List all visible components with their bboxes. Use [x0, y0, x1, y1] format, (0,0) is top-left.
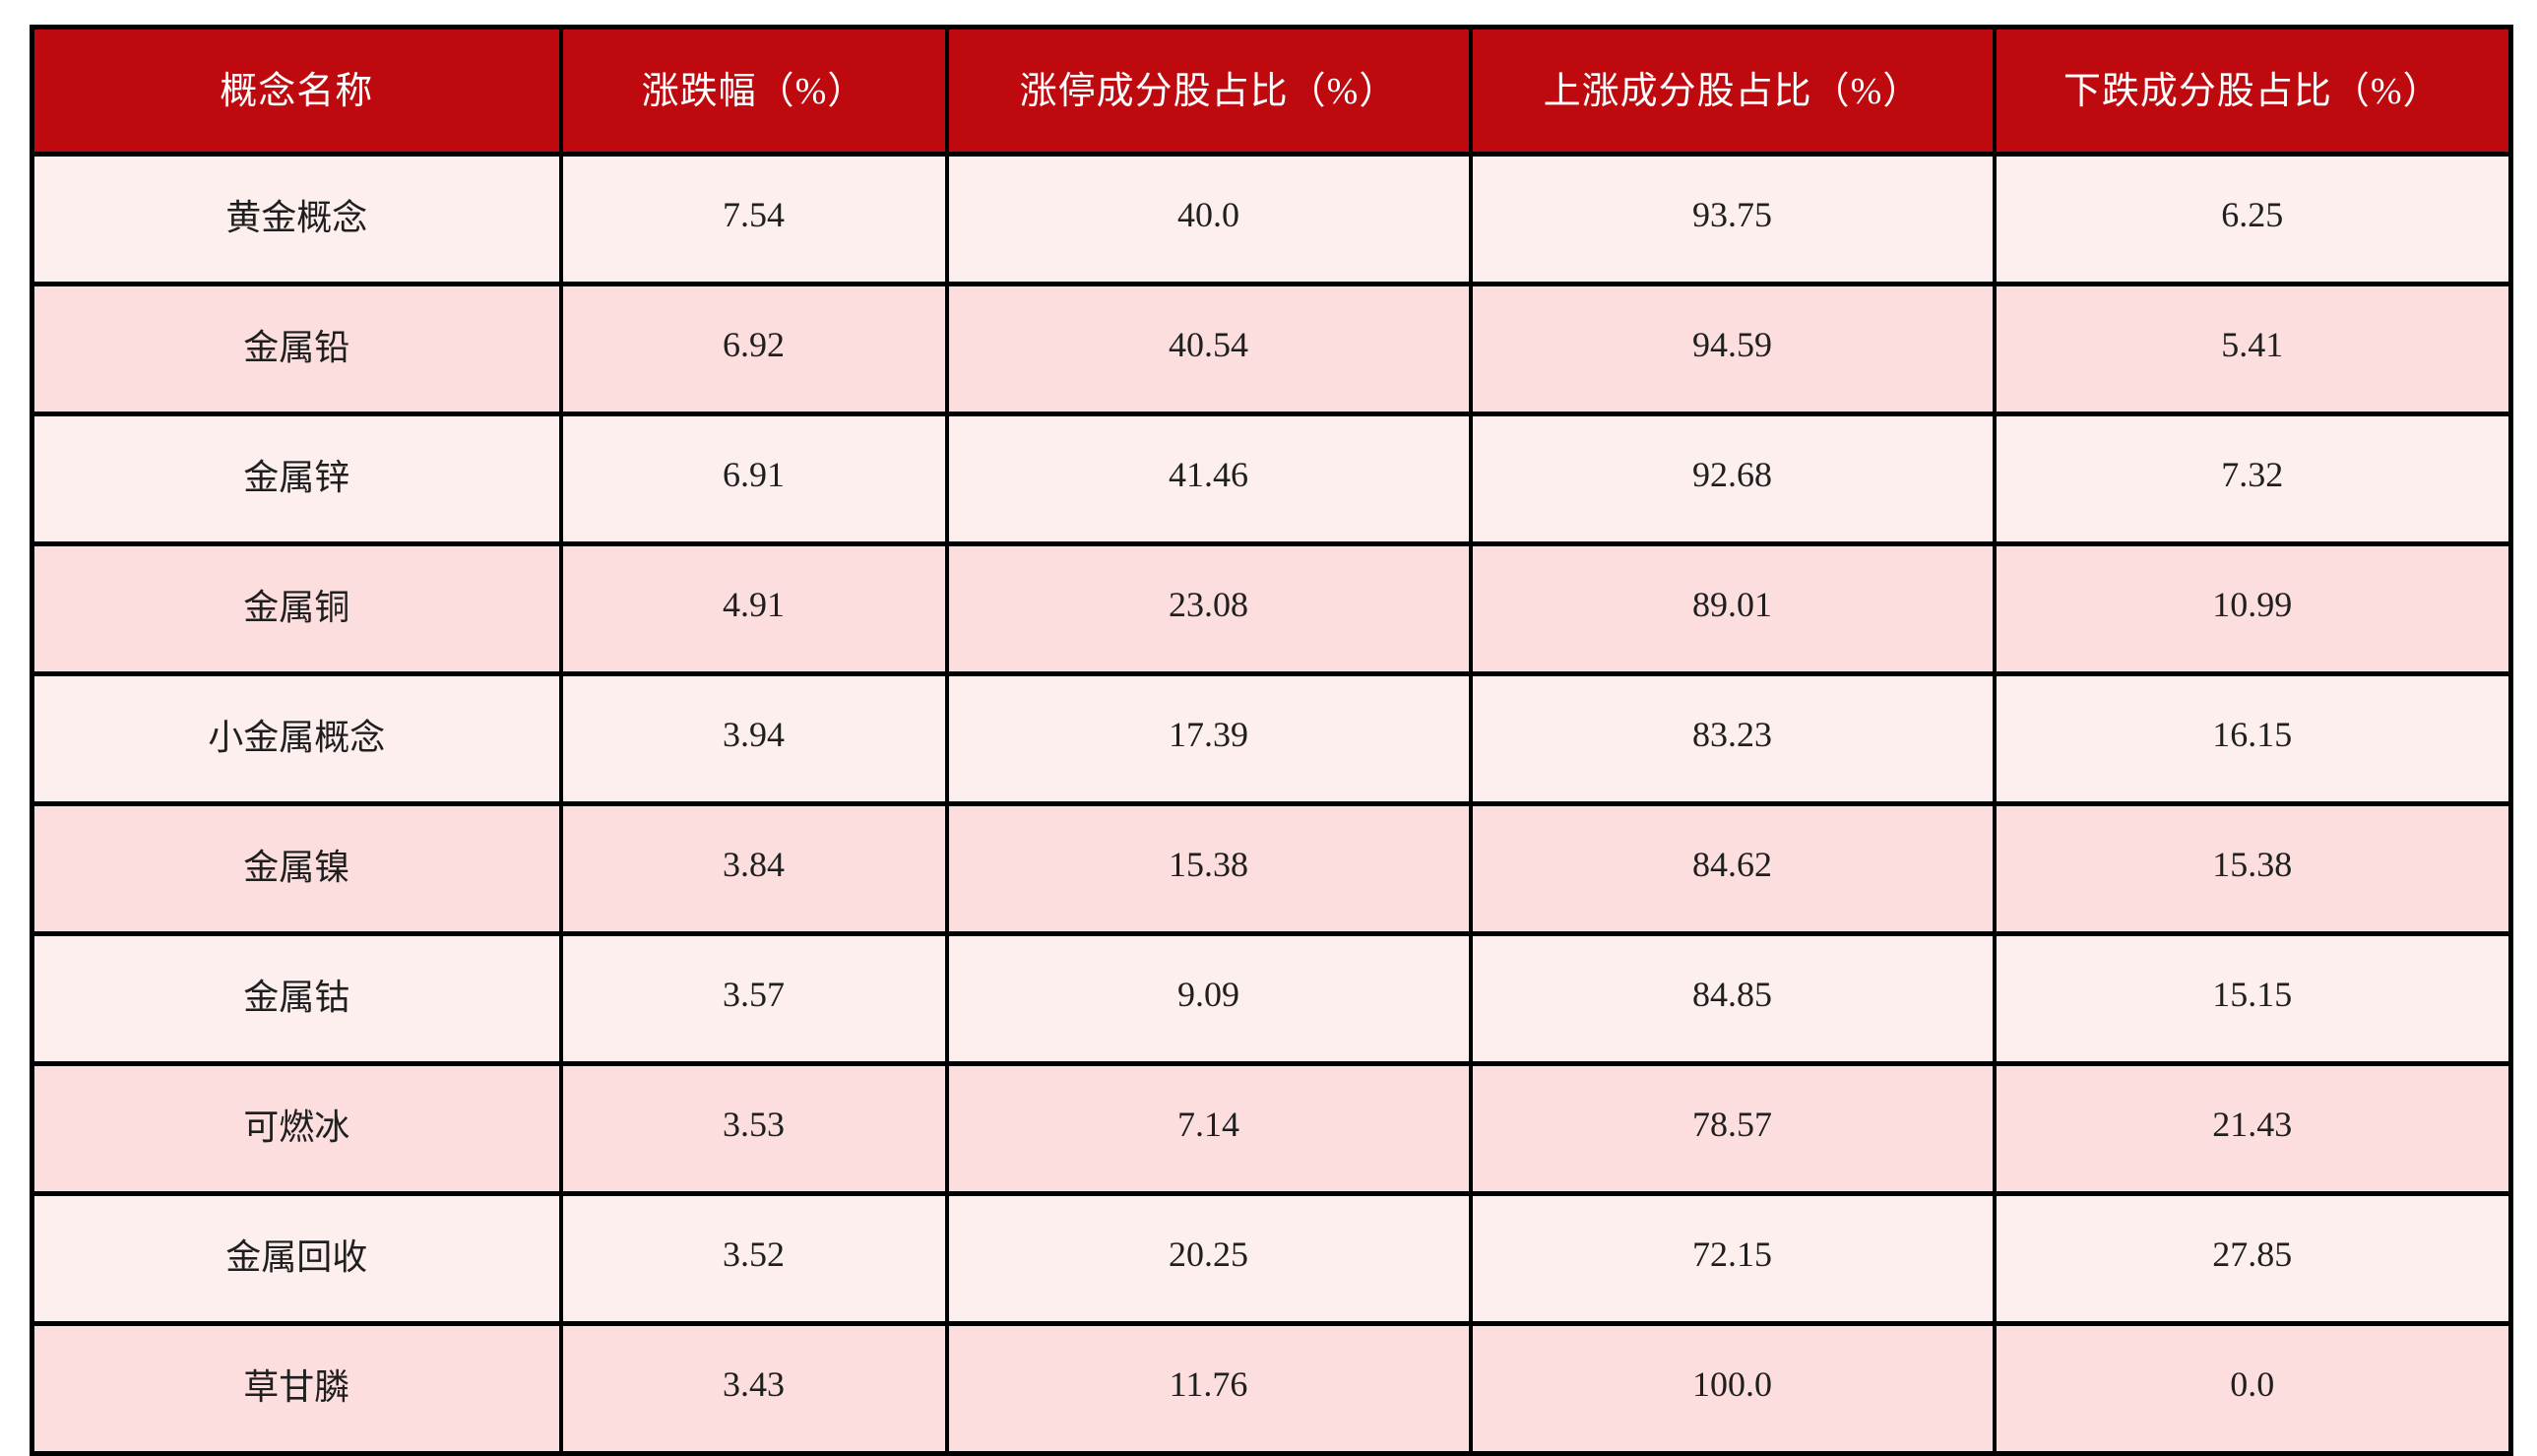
- limit-up-ratio-cell: 23.08: [944, 541, 1473, 676]
- change-pct-cell: 6.91: [558, 411, 949, 546]
- rising-ratio-cell: 84.85: [1468, 931, 1997, 1066]
- limit-up-ratio-cell: 7.14: [944, 1061, 1473, 1196]
- falling-ratio-cell: 7.32: [1992, 411, 2513, 546]
- table-header-row: 概念名称 涨跌幅（%） 涨停成分股占比（%） 上涨成分股占比（%） 下跌成分股占比（%）: [30, 25, 2513, 157]
- falling-ratio-cell: 21.43: [1992, 1061, 2513, 1196]
- header-cell-change-pct: 涨跌幅（%）: [558, 25, 949, 157]
- table-row: 金属锌 6.91 41.46 92.68 7.32: [30, 411, 2513, 546]
- concept-name-cell: 黄金概念: [30, 152, 563, 286]
- change-pct-cell: 4.91: [558, 541, 949, 676]
- rising-ratio-cell: 83.23: [1468, 671, 1997, 806]
- limit-up-ratio-cell: 15.38: [944, 801, 1473, 936]
- falling-ratio-cell: 5.41: [1992, 282, 2513, 416]
- table-row: 金属铅 6.92 40.54 94.59 5.41: [30, 282, 2513, 416]
- limit-up-ratio-cell: 11.76: [944, 1321, 1473, 1456]
- table-row: 金属回收 3.52 20.25 72.15 27.85: [30, 1191, 2513, 1326]
- header-cell-rising-ratio: 上涨成分股占比（%）: [1468, 25, 1997, 157]
- table-row: 小金属概念 3.94 17.39 83.23 16.15: [30, 671, 2513, 806]
- limit-up-ratio-cell: 9.09: [944, 931, 1473, 1066]
- concept-name-cell: 金属铅: [30, 282, 563, 416]
- change-pct-cell: 3.57: [558, 931, 949, 1066]
- falling-ratio-cell: 16.15: [1992, 671, 2513, 806]
- page: 概念名称 涨跌幅（%） 涨停成分股占比（%） 上涨成分股占比（%） 下跌成分股占比（%）…: [30, 25, 2513, 1456]
- rising-ratio-cell: 92.68: [1468, 411, 1997, 546]
- header-cell-concept-name: 概念名称: [30, 25, 563, 157]
- change-pct-cell: 6.92: [558, 282, 949, 416]
- rising-ratio-cell: 89.01: [1468, 541, 1997, 676]
- limit-up-ratio-cell: 20.25: [944, 1191, 1473, 1326]
- falling-ratio-cell: 15.38: [1992, 801, 2513, 936]
- falling-ratio-cell: 6.25: [1992, 152, 2513, 286]
- table-row: 金属铜 4.91 23.08 89.01 10.99: [30, 541, 2513, 676]
- rising-ratio-cell: 100.0: [1468, 1321, 1997, 1456]
- falling-ratio-cell: 15.15: [1992, 931, 2513, 1066]
- rising-ratio-cell: 84.62: [1468, 801, 1997, 936]
- limit-up-ratio-cell: 17.39: [944, 671, 1473, 806]
- table-header: 概念名称 涨跌幅（%） 涨停成分股占比（%） 上涨成分股占比（%） 下跌成分股占比（%）: [30, 25, 2513, 157]
- rising-ratio-cell: 93.75: [1468, 152, 1997, 286]
- limit-up-ratio-cell: 41.46: [944, 411, 1473, 546]
- rising-ratio-cell: 94.59: [1468, 282, 1997, 416]
- change-pct-cell: 3.84: [558, 801, 949, 936]
- change-pct-cell: 3.53: [558, 1061, 949, 1196]
- falling-ratio-cell: 0.0: [1992, 1321, 2513, 1456]
- change-pct-cell: 3.43: [558, 1321, 949, 1456]
- limit-up-ratio-cell: 40.54: [944, 282, 1473, 416]
- table-row: 可燃冰 3.53 7.14 78.57 21.43: [30, 1061, 2513, 1196]
- concept-name-cell: 小金属概念: [30, 671, 563, 806]
- header-cell-falling-ratio: 下跌成分股占比（%）: [1992, 25, 2513, 157]
- falling-ratio-cell: 10.99: [1992, 541, 2513, 676]
- table-row: 金属镍 3.84 15.38 84.62 15.38: [30, 801, 2513, 936]
- change-pct-cell: 3.52: [558, 1191, 949, 1326]
- concept-name-cell: 可燃冰: [30, 1061, 563, 1196]
- falling-ratio-cell: 27.85: [1992, 1191, 2513, 1326]
- concept-name-cell: 金属镍: [30, 801, 563, 936]
- concept-name-cell: 金属钴: [30, 931, 563, 1066]
- change-pct-cell: 3.94: [558, 671, 949, 806]
- rising-ratio-cell: 72.15: [1468, 1191, 1997, 1326]
- concept-name-cell: 金属锌: [30, 411, 563, 546]
- limit-up-ratio-cell: 40.0: [944, 152, 1473, 286]
- table-body: 黄金概念 7.54 40.0 93.75 6.25 金属铅 6.92 40.54 94.59 5.…: [30, 152, 2513, 1456]
- table-row: 黄金概念 7.54 40.0 93.75 6.25: [30, 152, 2513, 286]
- rising-ratio-cell: 78.57: [1468, 1061, 1997, 1196]
- concept-sector-table: 概念名称 涨跌幅（%） 涨停成分股占比（%） 上涨成分股占比（%） 下跌成分股占比（%）…: [30, 25, 2513, 1456]
- change-pct-cell: 7.54: [558, 152, 949, 286]
- header-cell-limit-up-ratio: 涨停成分股占比（%）: [944, 25, 1473, 157]
- concept-name-cell: 金属铜: [30, 541, 563, 676]
- concept-name-cell: 草甘膦: [30, 1321, 563, 1456]
- table-row: 金属钴 3.57 9.09 84.85 15.15: [30, 931, 2513, 1066]
- table-row: 草甘膦 3.43 11.76 100.0 0.0: [30, 1321, 2513, 1456]
- concept-name-cell: 金属回收: [30, 1191, 563, 1326]
